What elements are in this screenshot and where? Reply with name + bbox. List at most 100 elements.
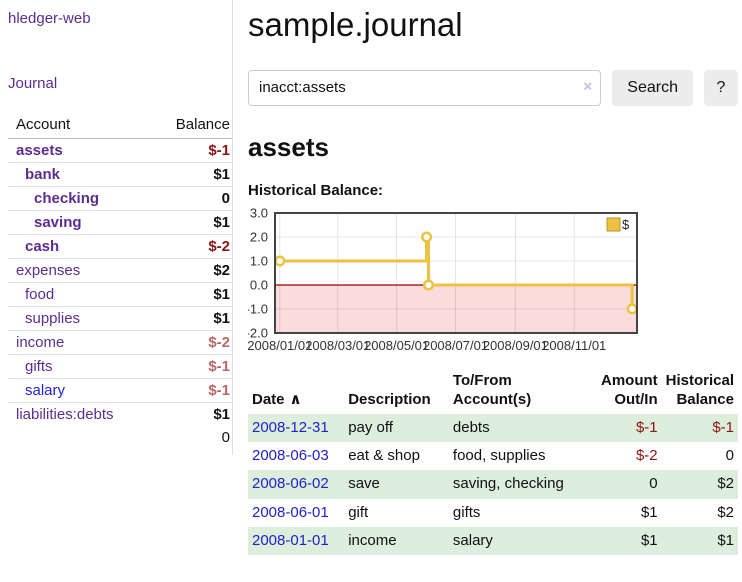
account-balance: $1 — [154, 210, 232, 235]
account-link[interactable]: checking — [34, 190, 100, 207]
account-link[interactable]: income — [16, 334, 65, 351]
account-balance: $1 — [154, 162, 232, 187]
register-table: Date ∧ Description To/From Account(s) Amo… — [248, 369, 738, 556]
transaction-amount: $-2 — [635, 447, 658, 465]
account-link[interactable]: liabilities:debts — [16, 406, 114, 423]
search-input-wrap: × — [248, 69, 602, 106]
svg-text:1.0: 1.0 — [250, 253, 268, 268]
svg-text:$: $ — [622, 217, 630, 232]
account-balance: $-1 — [154, 354, 232, 379]
account-row: bank $1 — [8, 162, 232, 187]
account-row: expenses $2 — [8, 258, 232, 283]
account-link[interactable]: salary — [25, 382, 66, 399]
transaction-amount: $1 — [640, 531, 658, 549]
account-balance: $1 — [154, 402, 232, 426]
account-heading: assets — [248, 131, 329, 162]
svg-text:2008/11/01: 2008/11/01 — [542, 338, 606, 353]
transaction-accounts: gifts — [452, 503, 481, 521]
svg-text:2008/09/01: 2008/09/01 — [483, 338, 548, 353]
sidebar-item-journal[interactable]: Journal — [8, 75, 58, 92]
account-balance: $-1 — [154, 378, 232, 403]
col-date[interactable]: Date ∧ — [252, 391, 302, 409]
svg-text:3.0: 3.0 — [250, 205, 268, 220]
historical-balance-chart: $3.0 2.0 1.0 0.0 -1.0 -2.02008/01/012008/03/0… — [246, 205, 738, 359]
transaction-accounts: food, supplies — [452, 447, 546, 465]
chart-canvas: $3.0 2.0 1.0 0.0 -1.0 -2.02008/01/012008/03/0… — [246, 205, 638, 353]
transaction-balance: $2 — [717, 503, 734, 521]
transaction-balance: 0 — [725, 447, 734, 465]
col-description: Description — [348, 391, 431, 409]
account-balance: 0 — [154, 186, 232, 211]
accounts-header-row: Account Balance — [8, 112, 232, 139]
app-brand-link[interactable]: hledger-web — [8, 10, 91, 27]
account-link[interactable]: food — [25, 286, 55, 303]
account-balance: $-2 — [154, 234, 232, 259]
transaction-description: eat & shop — [348, 447, 420, 465]
account-row: supplies $1 — [8, 306, 232, 331]
transaction-date-link[interactable]: 2008-06-01 — [252, 503, 329, 521]
svg-text:-2.0: -2.0 — [248, 325, 268, 340]
transaction-row[interactable]: 2008-01-01 income salary $1 $1 — [248, 526, 738, 556]
svg-text:2008/07/01: 2008/07/01 — [423, 338, 488, 353]
main-content: sample.journal × Search ? assets Histori… — [246, 0, 738, 556]
transaction-description: pay off — [348, 418, 393, 436]
account-row: income $-2 — [8, 330, 232, 355]
register-header-row: Date ∧ Description To/From Account(s) Amo… — [248, 369, 738, 414]
account-balance: $1 — [154, 306, 232, 331]
transaction-row[interactable]: 2008-06-02 save saving, checking 0 $2 — [248, 470, 738, 499]
transaction-row[interactable]: 2008-06-03 eat & shop food, supplies $-2 0 — [248, 442, 738, 470]
transaction-amount: $1 — [640, 503, 658, 521]
account-link[interactable]: saving — [34, 214, 82, 231]
account-link[interactable]: supplies — [25, 310, 81, 327]
account-row: saving $1 — [8, 210, 232, 235]
accounts-col-account: Account — [8, 112, 155, 139]
col-accounts: To/From Account(s) — [452, 371, 532, 409]
col-amount: Amount Out/In — [600, 371, 658, 409]
page-title: sample.journal — [248, 6, 463, 43]
svg-text:2008/05/01: 2008/05/01 — [364, 338, 429, 353]
transaction-date-link[interactable]: 2008-01-01 — [252, 531, 329, 549]
transaction-description: gift — [348, 503, 369, 521]
transaction-amount: $-1 — [635, 418, 658, 436]
svg-text:2.0: 2.0 — [250, 229, 268, 244]
transaction-description: income — [348, 531, 397, 549]
svg-text:-1.0: -1.0 — [248, 301, 268, 316]
col-balance: Historical Balance — [665, 371, 734, 409]
transaction-balance: $1 — [717, 531, 734, 549]
account-link[interactable]: cash — [25, 238, 60, 255]
svg-text:2008/03/01: 2008/03/01 — [305, 338, 370, 353]
accounts-col-balance: Balance — [154, 112, 232, 139]
accounts-total-value: 0 — [221, 429, 230, 446]
clear-search-icon[interactable]: × — [582, 78, 593, 96]
help-button[interactable]: ? — [704, 69, 738, 106]
account-link[interactable]: gifts — [25, 358, 53, 375]
chart-title: Historical Balance: — [248, 181, 384, 199]
sort-up-icon: ∧ — [289, 391, 302, 409]
search-input[interactable] — [248, 69, 602, 106]
search-form: × Search ? — [248, 69, 738, 106]
accounts-table: Account Balance assets $-1 bank $1 checking 0… — [8, 112, 232, 449]
transaction-row[interactable]: 2008-06-01 gift gifts $1 $2 — [248, 499, 738, 527]
account-row: gifts $-1 — [8, 354, 232, 379]
account-link[interactable]: expenses — [16, 262, 81, 279]
account-link[interactable]: bank — [25, 166, 61, 183]
svg-text:0.0: 0.0 — [250, 277, 268, 292]
account-balance: $-1 — [208, 142, 230, 159]
transaction-date-link[interactable]: 2008-12-31 — [252, 418, 329, 436]
transaction-date-link[interactable]: 2008-06-03 — [252, 447, 329, 465]
sidebar: hledger-web Journal Account Balance asse… — [0, 0, 233, 455]
account-row: assets $-1 — [8, 139, 232, 163]
transaction-accounts: saving, checking — [452, 475, 564, 493]
transaction-accounts: salary — [452, 531, 493, 549]
account-row: salary $-1 — [8, 378, 232, 403]
account-link[interactable]: assets — [16, 142, 63, 159]
svg-text:2008/01/01: 2008/01/01 — [248, 338, 312, 353]
search-button[interactable]: Search — [612, 69, 693, 106]
account-balance: $-2 — [154, 330, 232, 355]
transaction-accounts: debts — [452, 418, 490, 436]
transaction-date-link[interactable]: 2008-06-02 — [252, 475, 329, 493]
transaction-amount: 0 — [649, 475, 658, 493]
transaction-row[interactable]: 2008-12-31 pay off debts $-1 $-1 — [248, 413, 738, 443]
transaction-description: save — [348, 475, 380, 493]
accounts-total-row: 0 — [8, 426, 232, 449]
